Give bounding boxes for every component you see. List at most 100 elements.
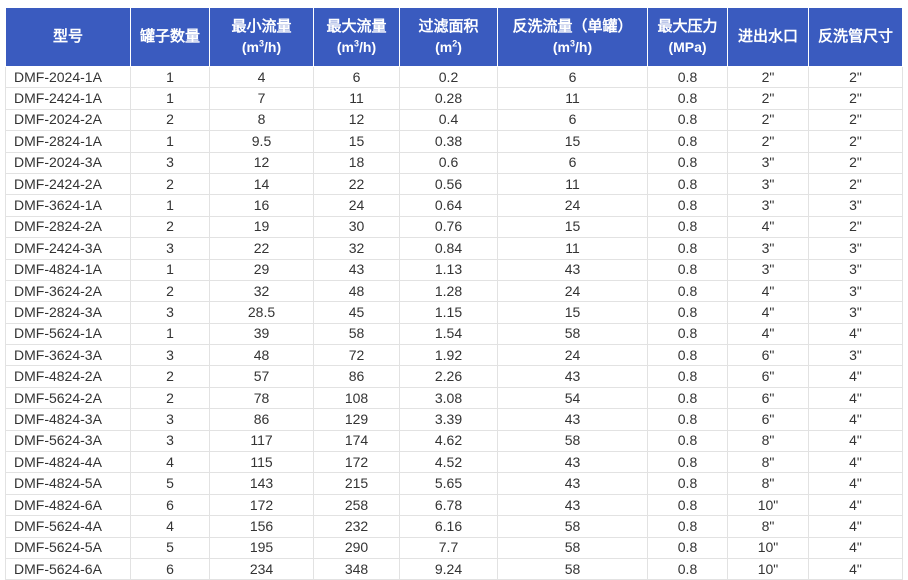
cell-tank-count: 3: [130, 237, 210, 260]
cell-model: DMF-4824-3A: [5, 408, 131, 431]
table-row: DMF-5624-5A 5 195 290 7.7 58 0.8 10" 4": [5, 536, 903, 559]
cell-min-flow: 57: [209, 365, 314, 388]
cell-backwash-flow: 58: [497, 515, 648, 538]
header-max-flow: 最大流量 (m3/h): [313, 7, 400, 67]
table-row: DMF-2824-1A 1 9.5 15 0.38 15 0.8 2" 2": [5, 130, 903, 153]
table-row: DMF-3624-3A 3 48 72 1.92 24 0.8 6" 3": [5, 344, 903, 367]
cell-backwash-flow: 58: [497, 429, 648, 453]
header-label: 反洗管尺寸: [817, 28, 893, 45]
cell-filter-area: 0.84: [399, 237, 498, 260]
cell-inlet-outlet: 6": [727, 386, 809, 410]
cell-max-pressure: 0.8: [647, 493, 728, 517]
table-row: DMF-3624-1A 1 16 24 0.64 24 0.8 3" 3": [5, 194, 903, 217]
cell-max-pressure: 0.8: [647, 365, 728, 388]
cell-inlet-outlet: 4": [727, 322, 809, 346]
cell-model: DMF-2424-3A: [5, 237, 131, 260]
cell-max-flow: 32: [313, 237, 400, 260]
cell-backwash-pipe: 3": [808, 301, 903, 324]
cell-inlet-outlet: 6": [727, 365, 809, 388]
cell-model: DMF-2824-2A: [5, 215, 131, 239]
table-row: DMF-5624-1A 1 39 58 1.54 58 0.8 4" 4": [5, 322, 903, 346]
header-unit: (m3/h): [336, 38, 377, 55]
table-row: DMF-4824-5A 5 143 215 5.65 43 0.8 8" 4": [5, 472, 903, 495]
cell-tank-count: 6: [130, 557, 210, 580]
cell-min-flow: 8: [209, 108, 314, 132]
cell-max-pressure: 0.8: [647, 65, 728, 89]
cell-backwash-flow: 43: [497, 408, 648, 431]
cell-model: DMF-5624-4A: [5, 515, 131, 538]
cell-filter-area: 0.6: [399, 151, 498, 174]
header-label: 最大流量: [326, 18, 387, 35]
cell-backwash-flow: 58: [497, 322, 648, 346]
cell-backwash-flow: 43: [497, 451, 648, 474]
cell-max-pressure: 0.8: [647, 536, 728, 559]
cell-max-flow: 22: [313, 172, 400, 196]
cell-max-flow: 24: [313, 194, 400, 217]
cell-filter-area: 1.15: [399, 301, 498, 324]
header-label: 最大压力: [657, 18, 718, 35]
cell-backwash-pipe: 2": [808, 108, 903, 132]
header-model: 型号: [5, 7, 131, 67]
cell-backwash-pipe: 2": [808, 130, 903, 153]
cell-max-pressure: 0.8: [647, 108, 728, 132]
cell-inlet-outlet: 3": [727, 258, 809, 281]
cell-inlet-outlet: 8": [727, 515, 809, 538]
cell-model: DMF-4824-1A: [5, 258, 131, 281]
cell-backwash-flow: 24: [497, 279, 648, 303]
cell-min-flow: 195: [209, 536, 314, 559]
table-row: DMF-2424-3A 3 22 32 0.84 11 0.8 3" 3": [5, 237, 903, 260]
cell-filter-area: 6.16: [399, 515, 498, 538]
cell-model: DMF-5624-3A: [5, 429, 131, 453]
cell-model: DMF-5624-1A: [5, 322, 131, 346]
cell-max-pressure: 0.8: [647, 130, 728, 153]
cell-model: DMF-4824-6A: [5, 493, 131, 517]
cell-backwash-flow: 11: [497, 237, 648, 260]
table-row: DMF-2024-2A 2 8 12 0.4 6 0.8 2" 2": [5, 108, 903, 132]
cell-model: DMF-2024-1A: [5, 65, 131, 89]
cell-inlet-outlet: 8": [727, 472, 809, 495]
cell-model: DMF-2024-3A: [5, 151, 131, 174]
cell-tank-count: 1: [130, 194, 210, 217]
cell-backwash-pipe: 2": [808, 65, 903, 89]
cell-backwash-pipe: 4": [808, 451, 903, 474]
table-row: DMF-4824-6A 6 172 258 6.78 43 0.8 10" 4": [5, 493, 903, 517]
cell-filter-area: 5.65: [399, 472, 498, 495]
cell-inlet-outlet: 3": [727, 237, 809, 260]
table-row: DMF-4824-1A 1 29 43 1.13 43 0.8 3" 3": [5, 258, 903, 281]
cell-backwash-flow: 15: [497, 130, 648, 153]
cell-inlet-outlet: 3": [727, 194, 809, 217]
cell-filter-area: 4.52: [399, 451, 498, 474]
cell-tank-count: 3: [130, 408, 210, 431]
cell-max-pressure: 0.8: [647, 429, 728, 453]
table-row: DMF-5624-3A 3 117 174 4.62 58 0.8 8" 4": [5, 429, 903, 453]
cell-min-flow: 172: [209, 493, 314, 517]
cell-backwash-pipe: 3": [808, 344, 903, 367]
cell-max-flow: 43: [313, 258, 400, 281]
cell-min-flow: 117: [209, 429, 314, 453]
header-unit: (m2): [435, 38, 462, 55]
table-row: DMF-2824-2A 2 19 30 0.76 15 0.8 4" 2": [5, 215, 903, 239]
header-inlet-outlet: 进出水口: [727, 7, 809, 67]
header-label: 进出水口: [737, 28, 798, 45]
table-row: DMF-2424-1A 1 7 11 0.28 11 0.8 2" 2": [5, 87, 903, 110]
cell-inlet-outlet: 8": [727, 429, 809, 453]
table-row: DMF-5624-4A 4 156 232 6.16 58 0.8 8" 4": [5, 515, 903, 538]
cell-backwash-flow: 11: [497, 87, 648, 110]
cell-max-flow: 12: [313, 108, 400, 132]
cell-filter-area: 1.54: [399, 322, 498, 346]
cell-max-pressure: 0.8: [647, 237, 728, 260]
cell-backwash-pipe: 2": [808, 151, 903, 174]
cell-max-flow: 30: [313, 215, 400, 239]
cell-backwash-pipe: 4": [808, 429, 903, 453]
cell-min-flow: 9.5: [209, 130, 314, 153]
cell-inlet-outlet: 2": [727, 108, 809, 132]
cell-inlet-outlet: 2": [727, 130, 809, 153]
header-unit: (MPa): [668, 39, 707, 55]
cell-backwash-flow: 11: [497, 172, 648, 196]
header-label: 过滤面积: [418, 18, 479, 35]
cell-filter-area: 0.38: [399, 130, 498, 153]
cell-inlet-outlet: 10": [727, 557, 809, 580]
cell-model: DMF-2824-3A: [5, 301, 131, 324]
header-filter-area: 过滤面积 (m2): [399, 7, 498, 67]
cell-tank-count: 6: [130, 493, 210, 517]
